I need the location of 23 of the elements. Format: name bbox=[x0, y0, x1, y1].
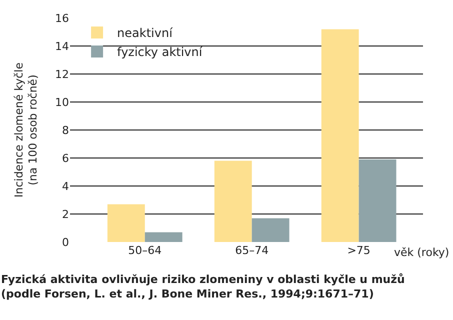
bar bbox=[252, 218, 290, 242]
y-tick-label: 0 bbox=[62, 236, 69, 249]
text: Fyzická aktivita ovlivňuje riziko zlomeniny v oblasti kyčle u mužů (podle Forsen, L. et al., J. Bone Miner Res., 1994;9:1671–71) bbox=[1, 273, 405, 300]
bar bbox=[144, 232, 182, 242]
y-tick-label: 6 bbox=[62, 152, 69, 165]
x-axis-title: věk (roky) bbox=[394, 246, 450, 259]
legend-label: fyzicky aktivní bbox=[117, 45, 203, 60]
bar bbox=[358, 159, 396, 242]
legend-label: neaktivní bbox=[117, 26, 174, 40]
x-tick-label: >75 bbox=[347, 244, 370, 257]
y-tick-label: 10 bbox=[55, 96, 69, 109]
y-tick-label: 4 bbox=[62, 180, 69, 193]
y-tick-label: 12 bbox=[55, 68, 69, 81]
x-tick-label: 65–74 bbox=[235, 244, 269, 257]
y-tick-label: 2 bbox=[62, 208, 69, 221]
bar bbox=[321, 29, 359, 242]
y-tick-label: 8 bbox=[62, 124, 69, 137]
bar bbox=[214, 160, 252, 242]
y-tick-label: 16 bbox=[55, 12, 69, 25]
bar bbox=[107, 204, 145, 242]
y-axis-title: Incidence zlomené kyčle (na 100 osob ročně) bbox=[12, 62, 40, 198]
x-tick-label: 50–64 bbox=[128, 244, 162, 257]
y-tick-label: 14 bbox=[55, 40, 69, 53]
